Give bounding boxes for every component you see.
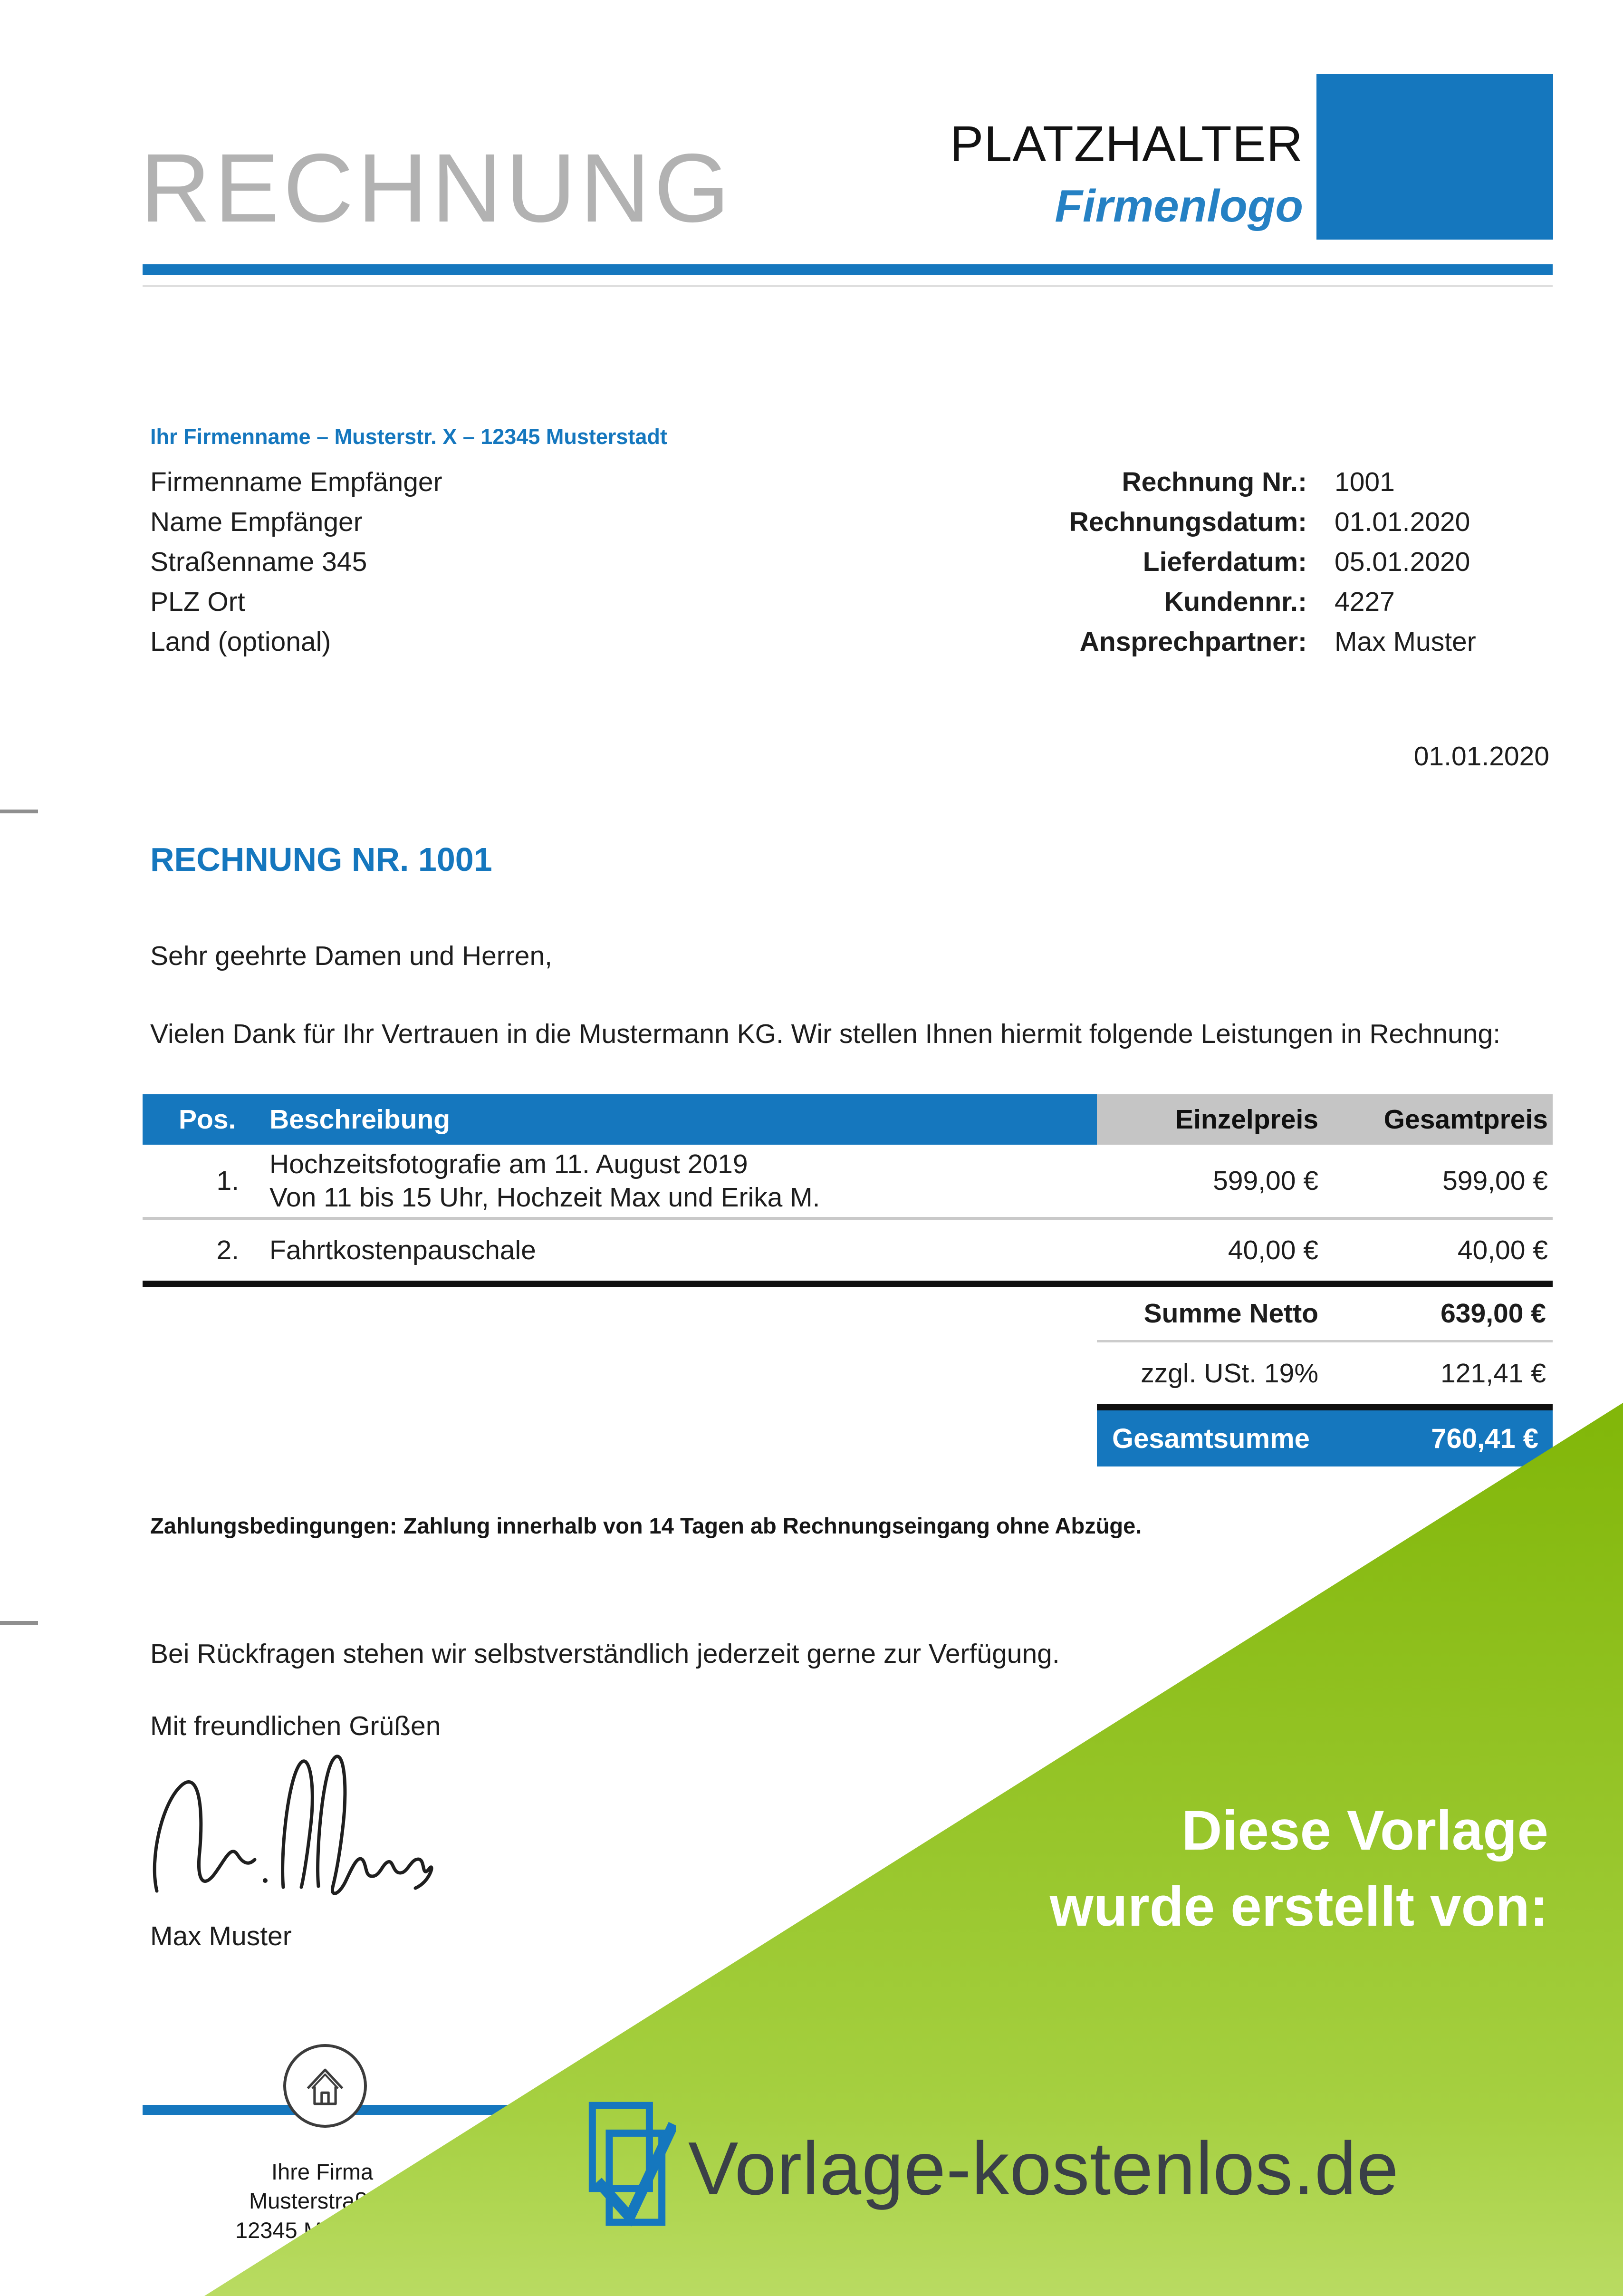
invoice-heading: RECHNUNG NR. 1001	[150, 841, 492, 878]
total-vat-row: zzgl. USt. 19% 121,41 €	[1097, 1342, 1553, 1404]
table-row: 1. Hochzeitsfotografie am 11. August 201…	[143, 1145, 1553, 1217]
meta-value: Max Muster	[1335, 627, 1476, 657]
item-total-price: 599,00 €	[1442, 1166, 1548, 1196]
signer-name: Max Muster	[150, 1921, 292, 1951]
regards-line: Mit freundlichen Grüßen	[150, 1711, 441, 1741]
meta-row: Kundennr.: 4227	[943, 582, 1554, 622]
total-net-row: Summe Netto 639,00 €	[1097, 1287, 1553, 1340]
page-title: RECHNUNG	[140, 134, 734, 242]
meta-label: Kundennr.:	[1164, 587, 1307, 617]
fold-mark-center	[0, 1621, 38, 1625]
items-table: Pos. Beschreibung Einzelpreis Gesamtprei…	[143, 1094, 1553, 1466]
intro-text: Vielen Dank für Ihr Vertrauen in die Mus…	[150, 1019, 1501, 1049]
table-header-row: Pos. Beschreibung Einzelpreis Gesamtprei…	[143, 1094, 1553, 1145]
total-vat-value: 121,41 €	[1441, 1358, 1546, 1389]
logo-subtitle: Firmenlogo	[1055, 181, 1303, 232]
item-pos: 2.	[216, 1235, 239, 1265]
logo-placeholder-box	[1316, 74, 1553, 240]
col-header-total-price: Gesamtpreis	[1326, 1094, 1553, 1145]
recipient-address: Firmenname Empfänger Name Empfänger Stra…	[150, 462, 442, 662]
recipient-line: PLZ Ort	[150, 587, 245, 617]
item-description-line: Von 11 bis 15 Uhr, Hochzeit Max und Erik…	[269, 1182, 820, 1213]
total-vat-label: zzgl. USt. 19%	[1141, 1358, 1318, 1389]
invoice-meta: Rechnung Nr.: 1001 Rechnungsdatum: 01.01…	[943, 462, 1554, 662]
meta-row: Rechnung Nr.: 1001	[943, 462, 1554, 502]
promo-text-line2: wurde erstellt von:	[1049, 1875, 1548, 1938]
footer-company-line: Ihre Firma	[271, 2159, 374, 2184]
table-bottom-rule	[143, 1281, 1553, 1287]
recipient-line: Land (optional)	[150, 627, 331, 657]
meta-value: 01.01.2020	[1335, 507, 1470, 537]
item-unit-price: 40,00 €	[1228, 1235, 1318, 1265]
grand-total-bar: Gesamtsumme 760,41 €	[1097, 1410, 1553, 1466]
meta-label: Rechnung Nr.:	[1122, 467, 1307, 497]
home-icon-badge	[283, 2044, 367, 2128]
meta-row: Lieferdatum: 05.01.2020	[943, 542, 1554, 582]
totals-rule	[1097, 1404, 1553, 1410]
meta-value: 05.01.2020	[1335, 547, 1470, 577]
house-icon	[307, 2068, 344, 2105]
row-divider	[143, 1217, 1553, 1220]
invoice-date: 01.01.2020	[1413, 741, 1549, 772]
col-header-unit-price: Einzelpreis	[1097, 1094, 1326, 1145]
total-net-value: 639,00 €	[1441, 1298, 1546, 1329]
item-total-price: 40,00 €	[1457, 1235, 1548, 1265]
logo-company-name: PLATZHALTER	[950, 116, 1303, 172]
promo-text-line1: Diese Vorlage	[1181, 1799, 1548, 1862]
meta-label: Rechnungsdatum:	[1069, 507, 1307, 537]
fold-mark-top	[0, 810, 38, 813]
total-net-label: Summe Netto	[1143, 1298, 1318, 1329]
meta-row: Ansprechpartner: Max Muster	[943, 622, 1554, 662]
payment-terms: Zahlungsbedingungen: Zahlung innerhalb v…	[150, 1513, 1142, 1538]
meta-row: Rechnungsdatum: 01.01.2020	[943, 502, 1554, 542]
meta-label: Ansprechpartner:	[1079, 627, 1307, 657]
recipient-line: Name Empfänger	[150, 507, 363, 537]
meta-label: Lieferdatum:	[1143, 547, 1307, 577]
header-divider-shadow	[143, 285, 1553, 287]
meta-value: 4227	[1335, 587, 1395, 617]
recipient-line: Firmenname Empfänger	[150, 467, 442, 497]
header-divider	[143, 264, 1553, 275]
checked-document-icon	[588, 2102, 676, 2227]
table-row: 2. Fahrtkostenpauschale 40,00 € 40,00 €	[143, 1220, 1553, 1281]
item-description-line: Hochzeitsfotografie am 11. August 2019	[269, 1149, 748, 1179]
meta-value: 1001	[1335, 467, 1395, 497]
closing-note: Bei Rückfragen stehen wir selbstverständ…	[150, 1639, 1060, 1669]
item-description-line: Fahrtkostenpauschale	[269, 1235, 536, 1265]
item-description: Hochzeitsfotografie am 11. August 2019 V…	[245, 1148, 1097, 1214]
brand-name: Vorlage-kostenlos.de	[688, 2127, 1399, 2210]
grand-total-value: 760,41 €	[1431, 1423, 1538, 1454]
item-unit-price: 599,00 €	[1213, 1166, 1318, 1196]
item-description: Fahrtkostenpauschale	[245, 1235, 1097, 1266]
recipient-line: Straßenname 345	[150, 547, 367, 577]
grand-total-label: Gesamtsumme	[1112, 1423, 1310, 1454]
signature-handwriting	[153, 1755, 433, 1895]
sender-address-line: Ihr Firmenname – Musterstr. X – 12345 Mu…	[150, 424, 667, 449]
totals-divider	[1097, 1340, 1553, 1342]
item-pos: 1.	[216, 1166, 239, 1196]
col-header-description: Beschreibung	[245, 1094, 1097, 1145]
salutation: Sehr geehrte Damen und Herren,	[150, 941, 552, 971]
col-header-pos: Pos.	[143, 1094, 245, 1145]
